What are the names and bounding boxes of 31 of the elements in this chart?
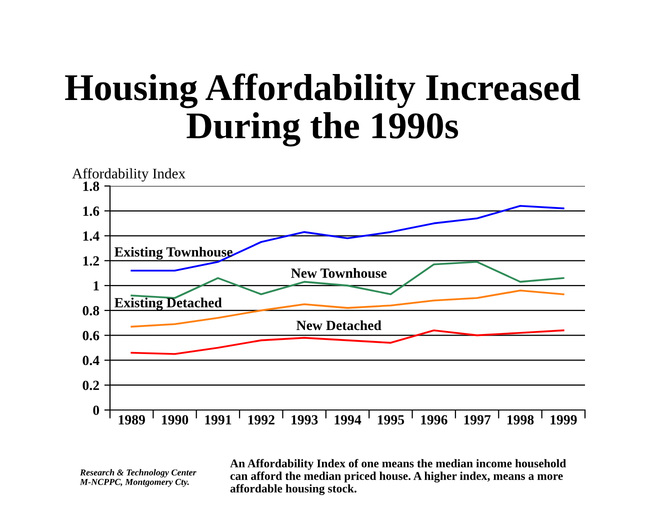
line-series [130, 261, 564, 299]
series-label: Existing Townhouse [114, 246, 232, 260]
x-tick-label: 1996 [421, 415, 448, 424]
y-axis-title: Affordability Index [72, 168, 186, 182]
y-tick-label: 0.8 [82, 306, 100, 316]
text: Research & Technology Center M-NCPPC, Montgomery Cty. [80, 469, 196, 487]
y-tick-label: 1.6 [83, 206, 100, 216]
text: An Affordability Index of one means the median income household can afford the median priced house. A higher index, means a more affordable housing stock. [230, 458, 566, 496]
x-tick-label: 1997 [464, 415, 491, 424]
x-tick-label: 1999 [550, 415, 577, 424]
y-tick-label: 1 [94, 281, 99, 290]
x-tick-label: 1998 [507, 415, 534, 424]
x-tick-label: 1992 [248, 415, 274, 424]
series-label: Existing Detached [114, 298, 222, 310]
y-tick-label: 0.6 [82, 330, 100, 340]
series-label: New Detached [296, 320, 382, 330]
y-tick-label: 0.2 [82, 380, 99, 390]
y-tick-label: 0.4 [82, 356, 100, 366]
x-tick-label: 1993 [292, 415, 318, 424]
x-tick-label: 1994 [334, 415, 362, 424]
y-tick-label: 0 [93, 406, 100, 415]
line-series [130, 329, 564, 355]
series-label: New Townhouse [291, 268, 387, 278]
x-tick-label: 1990 [162, 415, 188, 424]
y-tick-label: 1.2 [83, 256, 99, 266]
chart-title: Housing Affordability Increased During the 1990s [65, 74, 580, 146]
x-tick-label: 1989 [118, 415, 145, 424]
y-tick-label: 1.8 [83, 182, 100, 192]
x-tick-label: 1991 [205, 415, 232, 424]
y-tick-label: 1.4 [83, 231, 100, 241]
x-tick-label: 1995 [378, 415, 404, 424]
